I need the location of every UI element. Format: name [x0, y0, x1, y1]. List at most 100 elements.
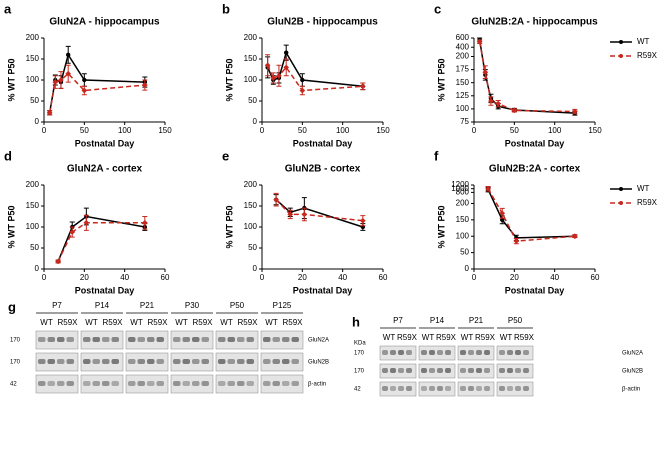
y-tick-label: 150: [456, 215, 470, 224]
blot-band: [282, 381, 290, 386]
x-axis-label: Postnatal Day: [505, 138, 565, 148]
blot-band: [507, 350, 513, 355]
blot-band: [515, 386, 521, 391]
timepoint: P21: [140, 301, 155, 310]
blot-band: [102, 337, 110, 342]
genotype: R59X: [475, 333, 496, 342]
data-point: [360, 83, 366, 90]
genotype: WT: [40, 318, 53, 327]
protein-label: GluN2B: [622, 369, 643, 375]
chart-title: GluN2B - hippocampus: [267, 17, 378, 28]
x-tick-label: 150: [376, 126, 390, 135]
timepoint: P14: [95, 301, 110, 310]
data-point: [299, 87, 306, 94]
blot-band: [192, 381, 200, 386]
y-tick-label: 0: [465, 264, 470, 273]
y-tick-label: 100: [244, 222, 258, 231]
blot-band: [111, 337, 119, 342]
blot-band: [272, 381, 280, 386]
blot-band: [507, 386, 513, 391]
genotype: WT: [461, 333, 474, 342]
x-axis-label: Postnatal Day: [75, 138, 135, 148]
blot-band: [57, 359, 65, 364]
data-point: [300, 77, 305, 83]
x-tick-label: 60: [591, 273, 600, 282]
y-axis-label: % WT P50: [6, 205, 16, 248]
blot-band: [156, 337, 164, 342]
blot-band: [218, 337, 226, 342]
blot-band: [102, 359, 110, 364]
blot-band: [468, 350, 474, 355]
legend-label: R59X: [637, 198, 658, 207]
blot-band: [484, 386, 490, 391]
data-point: [273, 196, 279, 203]
weight-label: 170: [10, 360, 21, 366]
genotype: R59X: [397, 333, 418, 342]
genotype: R59X: [237, 318, 258, 327]
x-tick-label: 0: [42, 126, 47, 135]
data-point: [82, 77, 87, 83]
timepoint: P21: [469, 316, 484, 325]
blot-band: [398, 386, 404, 391]
data-point: [142, 219, 148, 226]
genotype: WT: [422, 333, 435, 342]
y-tick-label: 175: [456, 65, 470, 74]
blot-band: [499, 350, 505, 355]
data-point: [65, 70, 72, 77]
blot-band: [147, 381, 155, 386]
genotype: R59X: [514, 333, 535, 342]
blot-band: [128, 359, 136, 364]
x-tick-label: 100: [548, 126, 562, 135]
data-point: [360, 217, 366, 224]
x-axis-label: Postnatal Day: [75, 285, 135, 295]
data-point: [142, 82, 148, 88]
x-tick-label: 150: [158, 126, 172, 135]
weight-label: 170: [354, 369, 365, 375]
y-tick-label: 400: [456, 42, 470, 51]
series-line: [57, 222, 145, 262]
blot-band: [111, 381, 119, 386]
legend-marker: [619, 54, 623, 58]
x-tick-label: 60: [161, 273, 170, 282]
blot-band: [406, 386, 412, 391]
blot-band: [147, 337, 155, 342]
data-point: [572, 233, 578, 240]
blot-band: [484, 350, 490, 355]
panel-label: f: [434, 148, 439, 163]
blot-band: [437, 368, 443, 373]
panel-label: d: [4, 148, 12, 163]
legend-label: WT: [637, 184, 650, 193]
blot-band: [484, 368, 490, 373]
blot-band: [468, 368, 474, 373]
y-tick-label: 1200: [451, 180, 469, 189]
legend-marker: [619, 201, 623, 205]
blot-band: [263, 359, 271, 364]
data-point: [284, 50, 289, 55]
blot-band: [92, 337, 100, 342]
y-tick-label: 100: [26, 222, 40, 231]
timepoint: P7: [52, 301, 62, 310]
data-point: [276, 72, 282, 79]
blot-band: [137, 337, 145, 342]
blot-band: [382, 350, 388, 355]
y-axis-label: % WT P50: [6, 58, 16, 101]
x-tick-label: 50: [298, 126, 307, 135]
panel-label: a: [4, 1, 12, 16]
blot-band: [390, 368, 396, 373]
series-line: [48, 72, 145, 113]
blot-band: [173, 359, 181, 364]
data-point: [83, 219, 90, 226]
blot-band: [192, 337, 200, 342]
x-axis-label: Postnatal Day: [293, 138, 353, 148]
timepoint: P50: [508, 316, 523, 325]
blot-band: [66, 359, 74, 364]
x-axis-label: Postnatal Day: [293, 285, 353, 295]
blot-band: [237, 337, 245, 342]
blot-band: [445, 350, 451, 355]
blot-band: [66, 381, 74, 386]
timepoint: P7: [393, 316, 403, 325]
blot-band: [523, 368, 529, 373]
blot-band: [390, 350, 396, 355]
blot-band: [83, 359, 91, 364]
